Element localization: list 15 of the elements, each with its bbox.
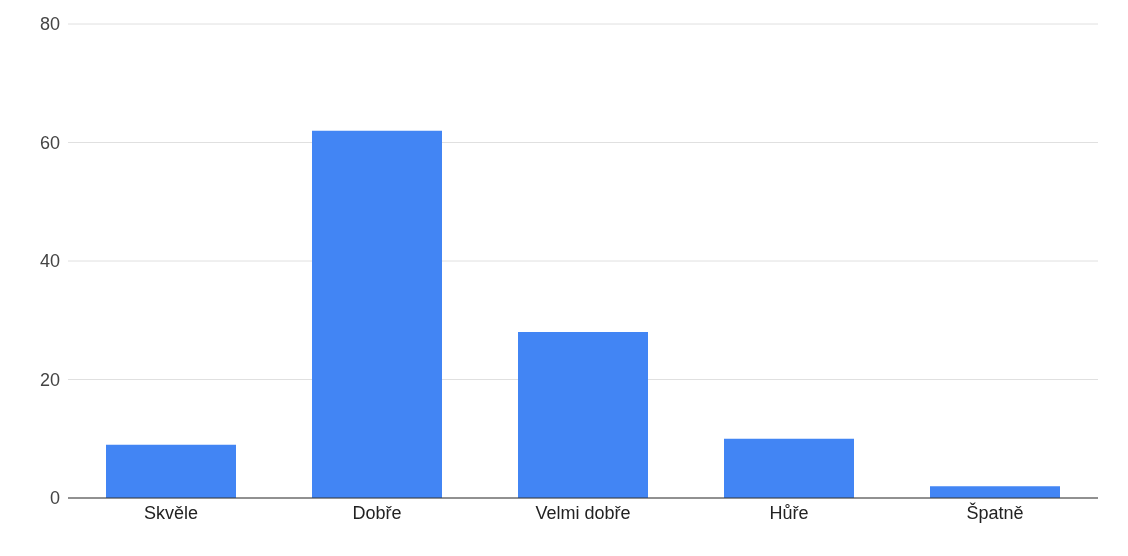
bar xyxy=(930,486,1060,498)
bar xyxy=(106,444,236,498)
x-tick-label: Hůře xyxy=(769,502,809,523)
y-tick-label: 40 xyxy=(39,251,60,272)
y-tick-label: 80 xyxy=(39,14,60,35)
y-tick-label: 0 xyxy=(49,488,60,509)
bar xyxy=(312,130,442,498)
x-tick-label: Velmi dobře xyxy=(535,502,631,523)
x-tick-label: Skvěle xyxy=(143,502,199,523)
bar xyxy=(518,332,648,498)
y-tick-label: 20 xyxy=(39,369,60,390)
x-tick-label: Špatně xyxy=(966,501,1024,523)
x-tick-label: Dobře xyxy=(352,502,402,523)
y-tick-label: 60 xyxy=(39,132,60,153)
bar xyxy=(724,438,854,498)
